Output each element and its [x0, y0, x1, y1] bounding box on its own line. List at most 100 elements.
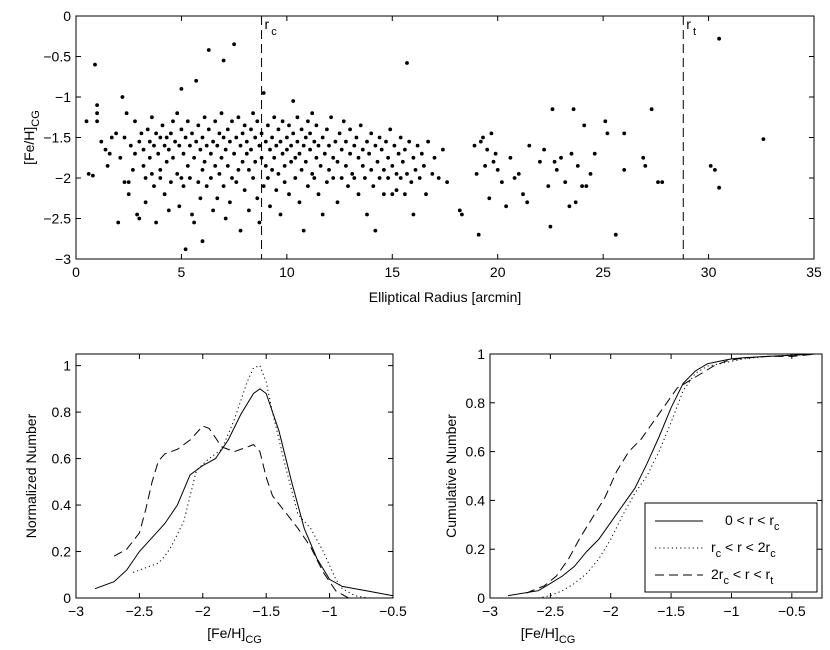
data-point: [255, 196, 260, 201]
legend-label: rc < r < 2rc: [711, 539, 776, 560]
data-point: [164, 159, 169, 164]
data-point: [346, 184, 350, 189]
data-point: [717, 185, 721, 190]
data-point: [603, 119, 608, 124]
x-tick-label: 20: [490, 264, 506, 280]
data-point: [325, 180, 329, 185]
data-point: [261, 184, 266, 189]
data-point: [173, 139, 178, 144]
x-tick-label: −0.5: [778, 603, 806, 619]
data-point: [375, 159, 380, 164]
data-point: [122, 135, 127, 140]
data-point: [405, 61, 409, 65]
data-point: [103, 147, 108, 152]
distribution-panel: −3 −2.5 −2 −1.5 −1 −0.5 0 0.2 0.4 0.6 0.8 1 [Fe/H]CG…: [23, 353, 407, 646]
data-point: [238, 228, 243, 233]
data-point: [430, 172, 435, 176]
data-point: [413, 168, 418, 172]
data-point: [415, 143, 420, 148]
data-point: [371, 184, 376, 189]
data-point: [426, 139, 430, 144]
data-point: [352, 143, 357, 148]
data-point: [285, 147, 289, 152]
data-point: [331, 176, 336, 180]
data-point: [175, 172, 180, 176]
data-point: [114, 131, 118, 136]
data-point: [287, 123, 291, 128]
data-point: [365, 139, 369, 144]
plot-frame: [489, 353, 823, 599]
data-point: [287, 192, 291, 197]
data-point: [171, 155, 175, 160]
data-point: [373, 143, 378, 148]
data-point: [213, 164, 218, 168]
data-point: [569, 151, 574, 156]
data-point: [390, 192, 395, 197]
data-point: [339, 176, 344, 180]
data-point: [584, 184, 589, 189]
data-point: [215, 196, 220, 201]
data-point: [394, 172, 399, 176]
data-point: [341, 119, 346, 124]
data-point: [289, 143, 293, 148]
data-point: [282, 180, 287, 185]
y-tick-label: −1: [55, 89, 71, 105]
data-point: [337, 131, 342, 136]
y-tick-label: −1.5: [43, 130, 71, 146]
data-point: [299, 168, 304, 172]
data-point: [289, 159, 293, 164]
data-point: [312, 139, 317, 144]
y-axis-label: Cumulative Number: [443, 414, 459, 538]
data-point: [91, 173, 95, 178]
series-line-dashed: [526, 353, 817, 594]
data-point: [141, 147, 146, 152]
data-point: [316, 143, 321, 148]
data-point: [255, 119, 260, 124]
data-point: [622, 168, 627, 172]
data-point: [487, 196, 492, 201]
x-tick-label: −2: [603, 603, 619, 619]
y-tick-label: −0.5: [43, 49, 71, 65]
data-point: [122, 180, 127, 185]
series-line-dotted: [132, 364, 381, 599]
data-point: [242, 123, 247, 128]
y-tick-label: 0.8: [466, 395, 486, 411]
data-point: [225, 164, 230, 168]
data-point: [312, 176, 317, 180]
data-point: [147, 155, 152, 160]
data-point: [403, 192, 407, 197]
data-point: [150, 115, 154, 120]
data-point: [131, 168, 135, 172]
data-point: [107, 151, 112, 156]
data-point: [263, 164, 268, 168]
data-point: [209, 151, 213, 156]
data-point: [335, 159, 340, 164]
data-point: [93, 62, 97, 67]
data-point: [135, 212, 140, 217]
data-point: [301, 143, 306, 148]
data-point: [516, 172, 521, 176]
data-point: [344, 164, 348, 168]
data-point: [251, 111, 256, 116]
data-point: [266, 123, 270, 128]
data-point: [396, 151, 401, 156]
data-point: [335, 200, 340, 205]
data-point: [314, 123, 319, 128]
data-point: [270, 168, 274, 172]
data-point: [358, 123, 363, 128]
data-point: [99, 139, 104, 144]
data-point: [441, 147, 445, 152]
data-point: [202, 159, 207, 164]
data-point: [223, 216, 228, 221]
data-point: [257, 143, 262, 148]
data-point: [369, 168, 374, 172]
data-point: [185, 164, 190, 168]
data-point: [185, 119, 190, 124]
data-point: [478, 139, 483, 144]
data-point: [306, 119, 310, 124]
data-point: [390, 164, 395, 168]
data-point: [213, 119, 218, 124]
data-point: [190, 212, 194, 217]
data-point: [194, 78, 199, 83]
